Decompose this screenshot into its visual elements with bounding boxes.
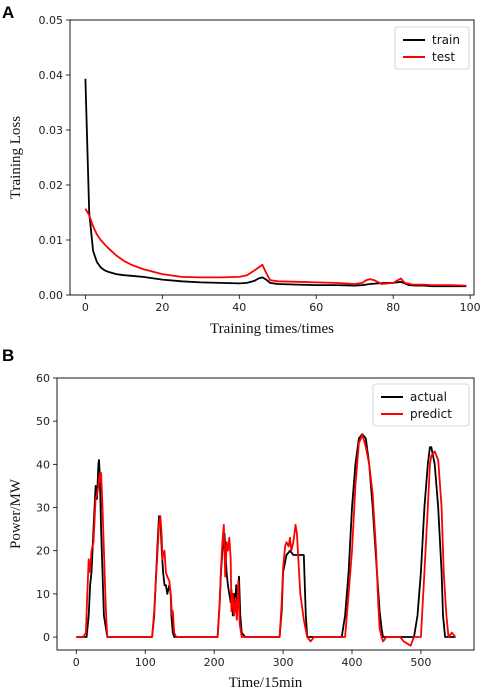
series-line-train <box>84 78 467 288</box>
y-axis-title: Power/MW <box>8 478 24 549</box>
x-tick-label: 80 <box>386 301 400 314</box>
y-tick-label: 0.01 <box>39 234 64 247</box>
plot-frame <box>56 377 475 651</box>
x-tick-label: 0 <box>82 301 89 314</box>
y-tick-label: 50 <box>36 415 50 428</box>
legend-label-test: test <box>432 50 455 64</box>
x-tick-label: 200 <box>204 656 225 669</box>
y-tick-label: 40 <box>36 458 50 471</box>
y-tick-label: 10 <box>36 588 50 601</box>
panel-label: A <box>2 3 14 22</box>
series-line-actual <box>76 433 456 638</box>
panel-label: B <box>2 346 14 365</box>
y-axis-title: Training Loss <box>8 116 24 199</box>
y-tick-label: 20 <box>36 545 50 558</box>
x-tick-label: 20 <box>155 301 169 314</box>
y-tick-label: 30 <box>36 502 50 515</box>
y-tick-label: 0.02 <box>39 179 64 192</box>
x-tick-label: 100 <box>460 301 481 314</box>
x-tick-label: 100 <box>135 656 156 669</box>
x-tick-label: 60 <box>309 301 323 314</box>
x-tick-label: 40 <box>232 301 246 314</box>
y-tick-label: 0 <box>43 631 50 644</box>
series-line-predict <box>76 433 457 647</box>
legend-label-actual: actual <box>410 390 447 404</box>
x-tick-label: 0 <box>73 656 80 669</box>
legend-box <box>394 26 470 70</box>
x-tick-label: 500 <box>410 656 431 669</box>
x-tick-label: 400 <box>342 656 363 669</box>
plot-frame <box>69 19 475 296</box>
x-axis-title: Time/15min <box>229 675 303 691</box>
y-tick-label: 0.03 <box>39 124 64 137</box>
legend-label-train: train <box>432 33 460 47</box>
x-tick-label: 300 <box>273 656 294 669</box>
y-tick-label: 60 <box>36 372 50 385</box>
legend-label-predict: predict <box>410 407 452 421</box>
chart-panel-b: B 0 100 200 300 400 500 0 10 20 30 40 50 60 Time/15min… <box>2 346 475 691</box>
x-axis-title: Training times/times <box>210 321 334 337</box>
y-tick-label: 0.00 <box>39 289 64 302</box>
chart-panel-a: A 0 20 40 60 80 100 0.00 0.01 0.02 0.03 0.04 0.05 Tra… <box>2 3 481 337</box>
y-tick-label: 0.04 <box>39 69 64 82</box>
series-line-test <box>84 208 467 287</box>
legend-box <box>372 383 470 427</box>
y-tick-label: 0.05 <box>39 14 64 27</box>
